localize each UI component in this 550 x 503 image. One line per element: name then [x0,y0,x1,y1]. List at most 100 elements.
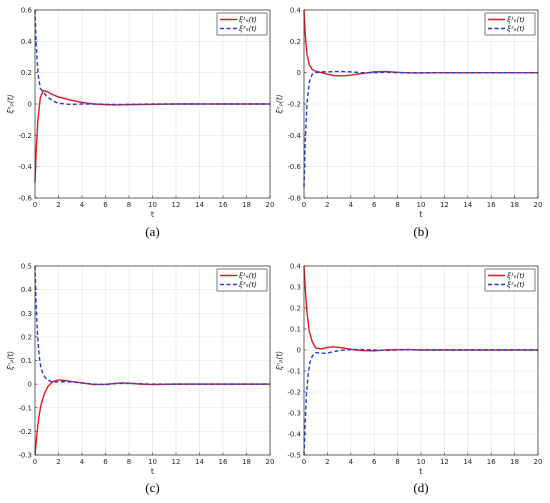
x-tick-label: 20 [534,458,543,466]
x-tick-label: 14 [463,458,472,466]
x-tick-label: 10 [417,201,426,209]
legend-label-1: ξ¹ₑ(t) [506,272,525,280]
panel-caption: (c) [145,480,159,495]
x-tick-label: 12 [440,458,449,466]
legend-box [484,268,536,292]
legend-box [216,268,268,292]
axes-frame [34,9,271,199]
y-tick-label: -0.3 [287,410,301,418]
y-tick-label: 0.5 [21,263,32,271]
panel-b: 0 2 4 6 8 10 12 14 16 18 20 -0.8 -0.6 -0.4 -0.2 0 0.2 0.4… [275,7,542,240]
x-tick-label: 8 [127,201,131,209]
y-tick-label: 0.3 [21,310,32,318]
y-tick-label: -0.4 [287,431,301,439]
x-tick-label: 12 [172,458,181,466]
x-tick-label: 16 [487,458,496,466]
y-tick-label: 0.4 [21,286,33,294]
y-tick-label: 0.4 [290,263,302,271]
y-tick-label: -0.1 [18,404,32,412]
panel-d: 0 2 4 6 8 10 12 14 16 18 20 -0.5 -0.4 -0.3 -0.2 -0.1 0 0.… [275,263,542,496]
y-axis-label: ξⁿₚ(t) [275,351,284,371]
x-tick-label: 20 [534,201,543,209]
legend-label-2: ξ²ₑ(t) [238,25,257,33]
x-tick-label: 2 [325,458,329,466]
series-line-2 [34,265,270,386]
x-tick-label: 20 [266,458,275,466]
legend: ξ¹ₑ(t)ξ²ₑ(t) [484,268,536,292]
y-tick-label: -0.5 [287,452,301,460]
y-tick-label: 0.6 [21,7,33,15]
y-tick-label: 0.1 [21,357,32,365]
series-line-2 [34,9,270,106]
x-axis-label: t [151,467,154,476]
x-tick-label: 12 [440,201,449,209]
x-tick-label: 10 [148,201,157,209]
y-tick-label: -0.4 [287,132,301,140]
x-axis-label: t [419,467,422,476]
y-tick-label: 0.2 [290,305,301,313]
x-tick-label: 20 [266,201,275,209]
legend-box [484,12,536,36]
series-line-1 [34,89,270,183]
x-tick-label: 14 [195,201,204,209]
x-tick-label: 8 [395,458,399,466]
panel-caption: (b) [413,224,428,239]
x-tick-label: 4 [349,201,354,209]
x-tick-label: 16 [219,201,228,209]
y-tick-label: 0.4 [290,7,302,15]
x-tick-label: 0 [302,458,306,466]
x-tick-label: 14 [195,458,204,466]
y-tick-label: 0 [28,101,32,109]
y-tick-label: 0.3 [290,284,301,292]
x-tick-label: 10 [148,458,157,466]
y-tick-label: -0.4 [18,163,32,171]
y-tick-label: -0.2 [18,428,32,436]
y-tick-label: 0.2 [21,333,32,341]
legend-box [216,12,268,36]
legend-label-1: ξ¹ₑ(t) [506,16,525,24]
x-tick-label: 10 [417,458,426,466]
panel-caption: (a) [145,224,159,239]
legend-label-1: ξ¹ₑ(t) [238,16,257,24]
y-tick-label: -0.6 [287,163,301,171]
x-tick-label: 6 [103,458,108,466]
x-tick-label: 4 [80,201,85,209]
x-tick-label: 6 [103,201,108,209]
x-tick-label: 0 [33,201,37,209]
y-tick-label: -0.2 [287,389,301,397]
y-tick-label: 0.4 [21,38,33,46]
x-axis-label: t [419,210,422,219]
axes-frame [303,265,539,456]
x-tick-label: 8 [395,201,399,209]
legend: ξ¹ₑ(t)ξ²ₑ(t) [216,268,268,292]
y-axis-label: ξⁿₚ(t) [275,94,284,114]
x-tick-label: 2 [56,458,60,466]
y-tick-label: 0.2 [21,69,32,77]
axes-frame [303,9,539,199]
x-tick-label: 18 [242,458,251,466]
legend-label-2: ξ²ₑ(t) [506,281,525,289]
x-tick-label: 6 [372,201,377,209]
x-tick-label: 14 [463,201,472,209]
x-tick-label: 16 [487,201,496,209]
legend-label-1: ξ¹ₑ(t) [238,272,257,280]
x-axis-label: t [151,210,154,219]
legend: ξ¹ₑ(t)ξ²ₑ(t) [484,12,536,36]
panel-c: 0 2 4 6 8 10 12 14 16 18 20 -0.3 -0.2 -0.1 0 0.1 0.2 0.3 0… [6,263,274,496]
legend-label-2: ξ²ₑ(t) [506,25,525,33]
x-tick-label: 18 [510,201,519,209]
panel-a: 0 2 4 6 8 10 12 14 16 18 20 -0.6 -0.4 -0.2 0 0.2 0.4 0.6 t… [6,7,274,240]
x-tick-label: 0 [33,458,37,466]
x-tick-label: 2 [56,201,60,209]
y-axis-label: ξⁿₚ(t) [6,94,15,114]
axes-frame [34,265,271,456]
x-tick-label: 16 [219,458,228,466]
x-tick-label: 2 [325,201,329,209]
x-tick-label: 18 [242,201,251,209]
x-tick-label: 12 [172,201,181,209]
y-tick-label: -0.6 [18,195,32,203]
x-tick-label: 0 [302,201,306,209]
x-tick-label: 6 [372,458,377,466]
y-tick-label: -0.8 [287,195,301,203]
